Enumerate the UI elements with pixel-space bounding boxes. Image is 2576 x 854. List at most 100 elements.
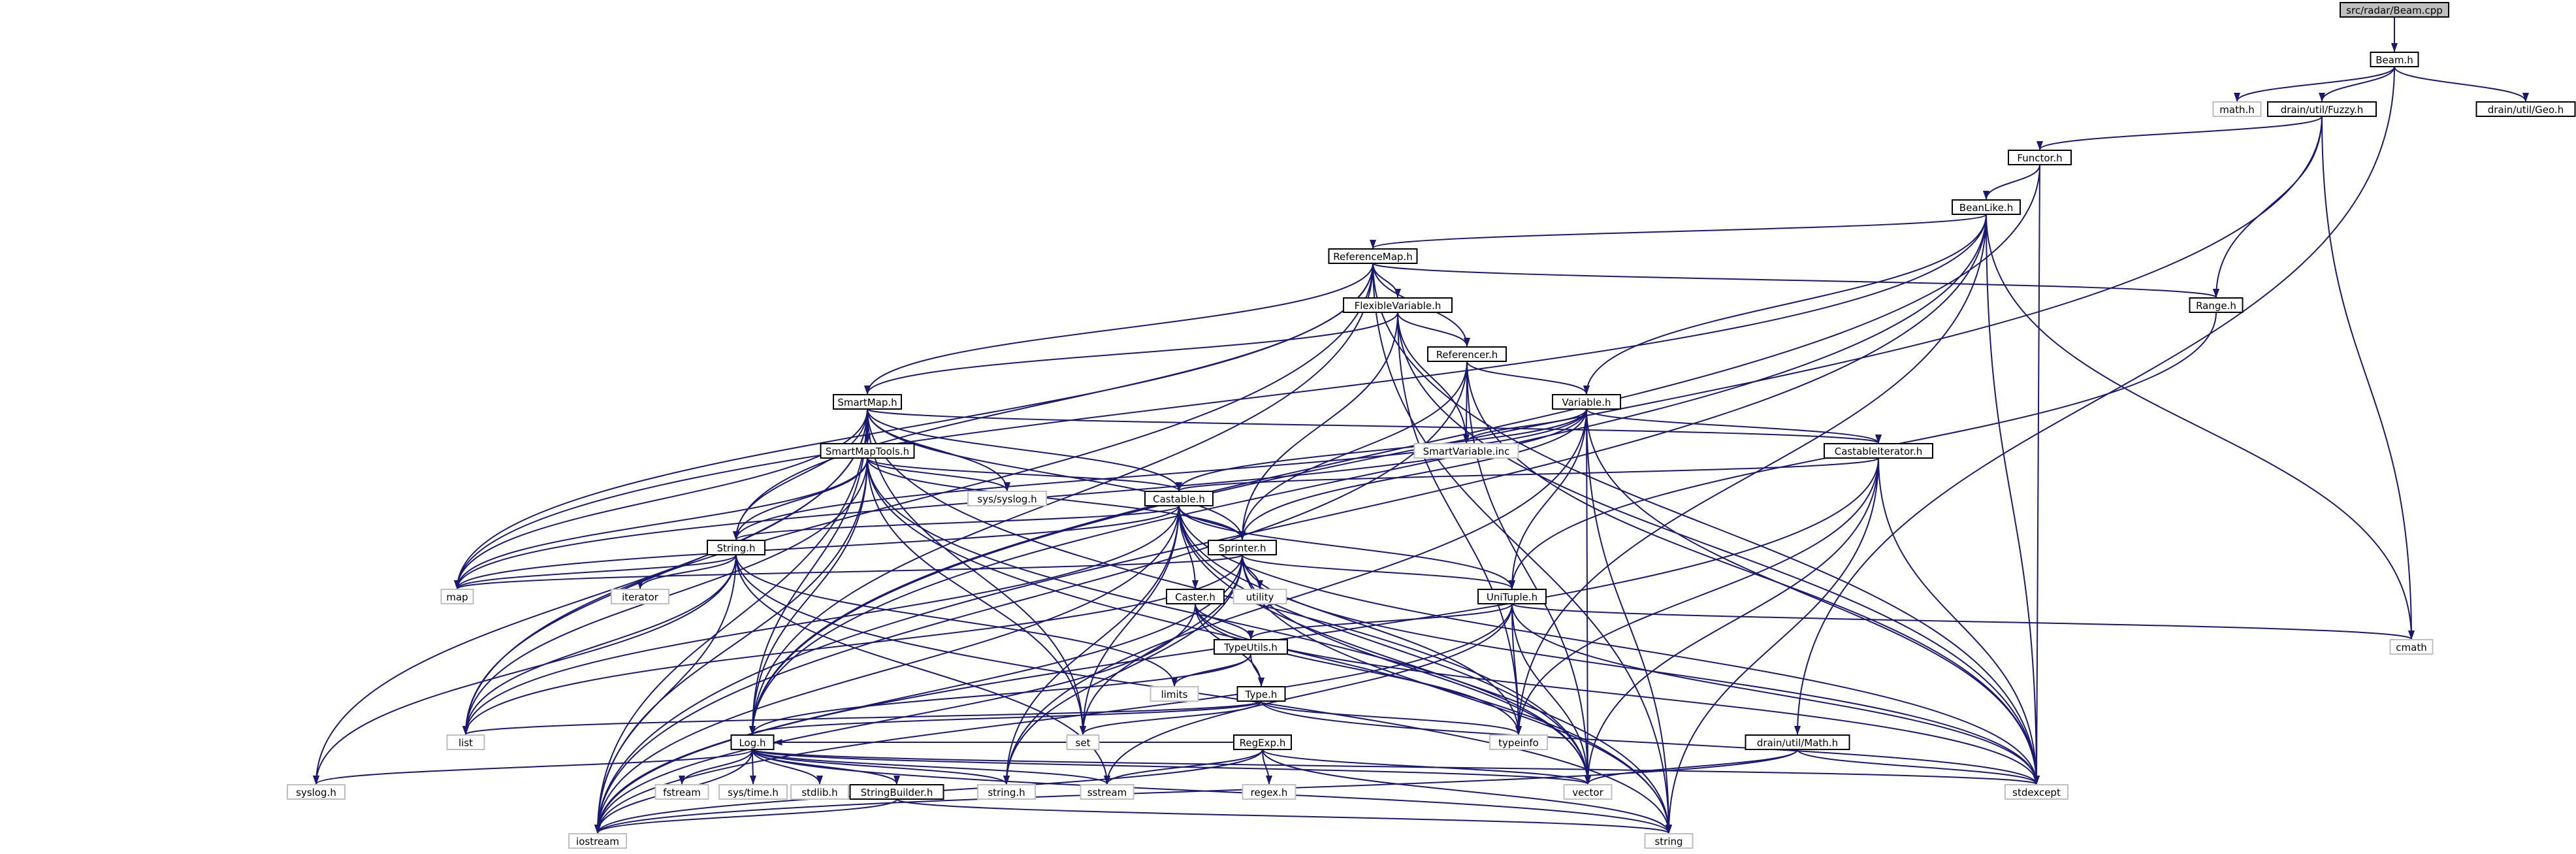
edge-smaptools_h-to-vector [867,457,1591,785]
node-label: Range.h [2196,300,2236,312]
node-dmath_h[interactable]: drain/util/Math.h [1745,734,1850,750]
node-castit_h[interactable]: CastableIterator.h [1824,443,1933,459]
edge-beanlike_h-to-refmap_h [1370,214,1987,249]
node-regexp_h[interactable]: RegExp.h [1233,734,1292,750]
node-box [1413,443,1519,459]
node-box [1242,784,1296,800]
node-box [2370,52,2419,67]
node-box [287,784,346,800]
node-label: Referencer.h [1436,349,1498,361]
node-label: sstream [1087,787,1127,798]
node-typeutils_h[interactable]: TypeUtils.h [1214,639,1288,655]
edge-variable_h-to-vector [1584,408,1591,785]
edge-string_h-to-limits [735,554,1178,687]
node-log_h[interactable]: Log.h [730,734,775,750]
node-smaptools_h[interactable]: SmartMapTools.h [820,443,915,459]
node-box [1236,686,1286,702]
edge-variable_h-to-sprinter_h [1239,408,1587,540]
edge-variable_h-to-smartvar_inc [1463,408,1587,444]
node-unituple_h[interactable]: UniTuple.h [1477,589,1547,604]
edge-smaptools_h-to-sprinter_h [867,457,1246,540]
edge-smartmap_h-to-castable_h [867,408,1182,491]
node-typeinfo: typeinfo [1489,734,1548,750]
node-referencer_h[interactable]: Referencer.h [1427,346,1507,362]
node-box [2212,101,2262,117]
node-sprinter_h[interactable]: Sprinter.h [1208,540,1277,555]
edge-castable_h-to-map [454,505,1180,589]
node-box [1166,589,1225,604]
node-math_h: math.h [2212,101,2262,117]
node-label: BeanLike.h [1959,202,2013,214]
node-box [1208,540,1277,555]
edge-flexvar_h-to-referencer_h [1397,312,1470,347]
edge-string_h-to-string [735,554,1672,834]
node-box [1080,784,1135,800]
node-box [1214,639,1288,655]
node-box [654,784,709,800]
node-variable_h[interactable]: Variable.h [1552,394,1621,410]
node-fuzzy_h[interactable]: drain/util/Fuzzy.h [2267,101,2377,117]
edge-referencer_h-to-iostream [594,361,1468,834]
node-list: list [446,734,485,750]
edge-refmap_h-to-log_h [749,263,1374,735]
node-stdlib_h: stdlib.h [790,784,849,800]
edge-variable_h-to-castit_h [1586,408,1882,444]
node-cmath: cmath [2389,639,2434,655]
node-iostream: iostream [568,833,627,849]
node-label: ReferenceMap.h [1333,251,1412,263]
node-label: string [1654,836,1682,847]
node-label: string.h [988,787,1025,798]
node-box [611,589,669,604]
edge-log_h-to-cstring_h [752,749,1010,785]
edge-refmap_h-to-range_h [1372,263,2219,298]
node-label: cmath [2396,642,2426,653]
edge-log_h-to-fstream [679,749,753,785]
edge-log_h-to-syslog_h [313,749,753,785]
node-refmap_h[interactable]: ReferenceMap.h [1328,248,1418,264]
node-fstream: fstream [654,784,709,800]
edge-strbuilder_h-to-string [896,798,1672,834]
node-label: FlexibleVariable.h [1355,300,1441,312]
node-label: CastableIterator.h [1835,446,1923,457]
node-label: regex.h [1251,787,1288,798]
node-box [2389,639,2434,655]
edge-castable_h-to-iostream [594,505,1180,834]
node-geo_h[interactable]: drain/util/Geo.h [2475,101,2576,117]
edge-beanlike_h-to-iostream [594,214,1987,834]
edge-caster_h-to-stdexcept [1195,603,2040,785]
edge-functor_h-to-beanlike_h [1983,164,2040,200]
node-beanlike_h[interactable]: BeanLike.h [1952,199,2021,215]
edge-referencer_h-to-sprinter_h [1239,361,1468,540]
node-flexvar_h[interactable]: FlexibleVariable.h [1343,297,1453,313]
node-functor_h[interactable]: Functor.h [2008,150,2072,165]
node-string_h[interactable]: String.h [707,540,765,555]
edge-unituple_h-to-typeinfo [1511,603,1522,735]
edge-castable_h-to-unituple_h [1178,505,1515,589]
edge-type_h-to-log_h [749,700,1262,735]
edge-variable_h-to-unituple_h [1509,408,1587,589]
edge-type_h-to-typeinfo [1261,700,1522,735]
edge-flexvar_h-to-sprinter_h [1239,312,1398,540]
node-beam_cpp[interactable]: src/radar/Beam.cpp [2340,2,2449,18]
edge-unituple_h-to-typeutils_h [1248,603,1513,640]
node-box [2475,101,2576,117]
node-beam_h[interactable]: Beam.h [2370,52,2419,67]
edge-refmap_h-to-string [1372,263,1672,834]
edge-smartmap_h-to-log_h [749,408,868,735]
node-type_h[interactable]: Type.h [1236,686,1286,702]
node-caster_h[interactable]: Caster.h [1166,589,1225,604]
edge-refmap_h-to-map [454,263,1374,589]
node-strbuilder_h[interactable]: StringBuilder.h [849,784,944,800]
node-label: sys/time.h [728,787,779,798]
edge-unituple_h-to-vector [1511,603,1591,785]
edge-smaptools_h-to-set [867,457,1086,735]
node-label: SmartVariable.inc [1423,446,1510,457]
node-box [1824,443,1933,459]
node-castable_h[interactable]: Castable.h [1144,491,1214,506]
edge-regexp_h-to-string [1262,749,1672,834]
node-range_h[interactable]: Range.h [2189,297,2244,313]
edge-castable_h-to-typeinfo [1178,505,1522,735]
edge-caster_h-to-typeinfo [1195,603,1522,735]
node-box [967,491,1047,506]
node-smartmap_h[interactable]: SmartMap.h [833,394,902,410]
